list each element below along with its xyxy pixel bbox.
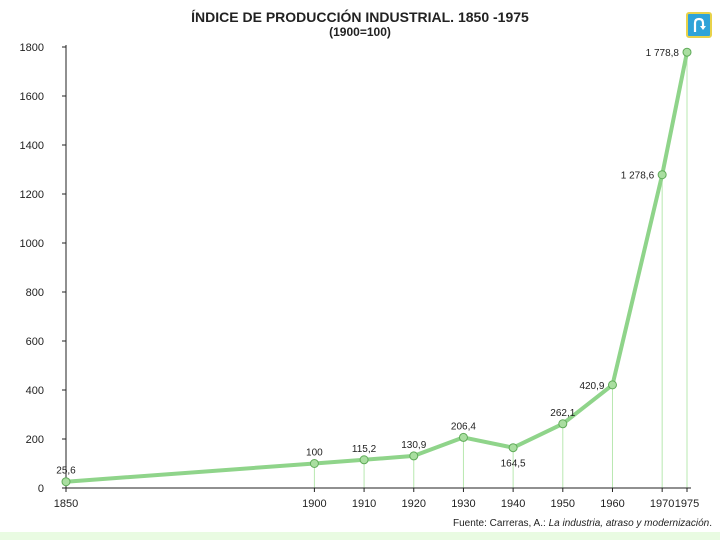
chart-title: ÍNDICE DE PRODUCCIÓN INDUSTRIAL. 1850 -1… — [191, 8, 529, 25]
y-tick-label: 1000 — [20, 238, 44, 250]
source-suffix: . — [709, 518, 712, 529]
data-label: 1 778,8 — [646, 48, 680, 59]
y-tick-label: 200 — [26, 434, 44, 446]
axes: 0 200 400 600 800 1000 1200 1400 1600 1800 1850 190… — [20, 42, 700, 510]
x-tick-label: 1960 — [600, 498, 624, 510]
data-point — [657, 170, 667, 180]
y-tick-label: 600 — [26, 336, 44, 348]
data-point — [558, 419, 568, 429]
data-point — [359, 455, 369, 465]
x-tick-label: 1950 — [551, 498, 575, 510]
y-tick-label: 400 — [26, 385, 44, 397]
y-tick-label: 1400 — [20, 140, 44, 152]
y-tick-label: 1800 — [20, 42, 44, 54]
y-tick-label: 1600 — [20, 91, 44, 103]
x-tick-label: 1910 — [352, 498, 376, 510]
x-tick-label: 1920 — [402, 498, 426, 510]
data-label: 164,5 — [501, 459, 526, 470]
source-title: La industria, atraso y modernización — [549, 518, 710, 529]
data-point — [508, 443, 518, 453]
source-note: Fuente: Carreras, A.: La industria, atra… — [453, 518, 712, 529]
data-point — [409, 451, 419, 461]
data-label: 206,4 — [451, 421, 476, 432]
return-button[interactable] — [686, 12, 712, 38]
x-tick-label: 1900 — [302, 498, 326, 510]
chart-subtitle: (1900=100) — [329, 25, 391, 39]
data-point — [607, 380, 617, 390]
x-tick-label: 1970 — [650, 498, 674, 510]
data-label: 100 — [306, 448, 323, 459]
y-tick-label: 0 — [38, 483, 44, 495]
x-tick-label: 1940 — [501, 498, 525, 510]
data-label: 130,9 — [401, 440, 426, 451]
return-arrow-icon — [693, 17, 706, 32]
y-tick-label: 800 — [26, 287, 44, 299]
data-label: 262,1 — [550, 408, 575, 419]
x-tick-label: 1850 — [54, 498, 78, 510]
series-line — [64, 50, 689, 484]
data-point — [309, 459, 319, 468]
data-labels: 25,6 100 115,2 130,9 206,4 164,5 262,1 420,9 1 2… — [56, 48, 679, 477]
data-label: 115,2 — [352, 444, 377, 455]
data-point — [61, 477, 71, 487]
x-tick-label: 1975 — [675, 498, 699, 510]
series — [61, 47, 692, 487]
data-point — [682, 47, 692, 57]
bottom-strip — [0, 532, 720, 540]
x-tick-label: 1930 — [451, 498, 475, 510]
data-point — [458, 432, 468, 442]
source-prefix: Fuente: Carreras, A.: — [453, 518, 549, 529]
data-label: 1 278,6 — [621, 171, 655, 182]
grid — [313, 52, 688, 488]
data-label: 420,9 — [579, 381, 604, 392]
y-tick-label: 1200 — [20, 189, 44, 201]
data-label: 25,6 — [56, 466, 76, 477]
